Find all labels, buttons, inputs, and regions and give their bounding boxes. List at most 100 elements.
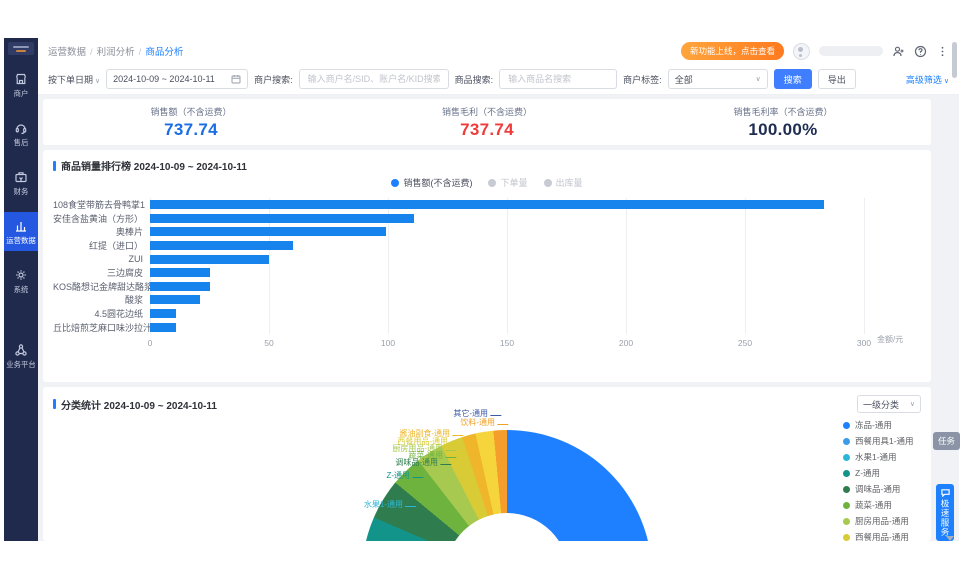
merchant-tag-label: 商户标签:	[623, 74, 662, 85]
merchant-tag-select[interactable]: 全部 ∨	[667, 69, 768, 89]
pie-legend-item[interactable]: 冻品-通用	[843, 419, 914, 431]
pie-legend-item[interactable]: 蔬菜-通用	[843, 499, 914, 511]
legend-dot-icon	[843, 421, 850, 429]
breadcrumb-item[interactable]: 运营数据	[48, 47, 87, 58]
pie-callout-label: 厨房用品-通用	[392, 443, 456, 454]
legend-item[interactable]: 出库量	[543, 176, 583, 189]
pie-callout-label: 调味品-通用	[395, 457, 451, 468]
legend-label: 出库量	[555, 178, 583, 188]
gridline	[864, 198, 865, 334]
bar	[150, 268, 210, 278]
advanced-filter-link[interactable]: 高级筛选 ∨	[905, 74, 949, 85]
headset-icon	[15, 124, 27, 135]
bar	[150, 295, 200, 305]
export-button[interactable]: 导出	[817, 69, 856, 89]
axis-unit-label: 金额/元	[877, 335, 904, 344]
search-button[interactable]: 搜索	[773, 69, 812, 89]
section-title-category: 分类统计 2024-10-09 ~ 2024-10-11	[53, 397, 217, 412]
pie-legend-label: 厨房用品-通用	[855, 516, 909, 526]
pie-legend-item[interactable]: 调味品-通用	[843, 483, 914, 495]
sidebar-item-label: 业务平台	[6, 360, 36, 369]
pie-callout-label: Z-通用	[386, 470, 423, 481]
gridline	[269, 198, 270, 334]
gridline	[507, 198, 508, 334]
stat-label: 销售毛利率（不含运费）	[733, 106, 833, 117]
main-area: 运营数据 / 利润分析 / 商品分析 新功能上线，点击查看 按下单日期 ∨ 2024-10…	[38, 38, 959, 541]
gridline	[150, 198, 151, 334]
legend-dot-icon	[391, 178, 400, 187]
sidebar-item-aftersale[interactable]: 售后	[4, 114, 38, 153]
bar-track	[150, 241, 921, 251]
pie-callout-label: 蔬菜-通用	[408, 450, 456, 461]
bar-row: ZUI	[53, 252, 921, 266]
more-icon[interactable]	[936, 45, 949, 58]
help-icon[interactable]	[914, 45, 927, 58]
service-floating-button[interactable]: 极速服务	[936, 484, 954, 541]
calendar-icon	[231, 75, 241, 84]
gridline	[388, 198, 389, 334]
date-range-picker[interactable]: 2024-10-09 ~ 2024-10-11	[106, 69, 249, 89]
product-search-input[interactable]	[506, 73, 611, 85]
category-card-header: 分类统计 2024-10-09 ~ 2024-10-11 一级分类 ∨	[53, 395, 921, 413]
merchant-search-field	[298, 69, 449, 89]
pie-legend-item[interactable]: Z-通用	[843, 467, 914, 479]
sidebar-item-system[interactable]: 系统	[4, 261, 38, 300]
bar-category-label: KOS酪想记金牌甜达酪浆	[53, 281, 154, 292]
content-area: 销售额（不含运费） 737.74 销售毛利（不含运费） 737.74 销售毛利率…	[38, 95, 959, 541]
legend-dot-icon	[843, 501, 850, 509]
pie-legend: 冻品-通用西餐用具1-通用 水果1-通用 Z-通用调味品-通用 蔬菜-通用厨房用品-通…	[843, 419, 914, 541]
sidebar-item-merchant[interactable]: 商户	[4, 65, 38, 104]
sidebar-item-finance[interactable]: 财务	[4, 163, 38, 202]
finance-icon	[15, 172, 27, 183]
stat-sales-amount: 销售额（不含运费） 737.74	[43, 105, 339, 140]
bar-track	[150, 254, 921, 264]
legend-dot-icon	[843, 453, 850, 461]
gear-icon	[16, 270, 26, 280]
pie-legend-item[interactable]: 西餐用具1-通用	[843, 435, 914, 447]
axis-tick-label: 300	[856, 338, 872, 348]
pie-legend-item[interactable]: 厨房用品-通用	[843, 515, 914, 527]
pie-legend-item[interactable]: 水果1-通用	[843, 451, 914, 463]
pie-legend-label: 冻品-通用	[855, 420, 892, 430]
sidebar-item-operation-data[interactable]: 运营数据	[4, 212, 38, 251]
scroll-more-arrow[interactable]	[946, 536, 954, 541]
page-scrollbar[interactable]	[952, 42, 957, 78]
sidebar-item-label: 商户	[13, 89, 29, 98]
bar-category-label: 丘比焙煎芝麻口味沙拉汁	[53, 322, 153, 333]
axis-tick-label: 0	[147, 338, 153, 348]
bar-row: 安佳含盐黄油（方形）	[53, 212, 921, 226]
pie-legend-label: 水果1-通用	[855, 452, 897, 462]
x-axis: 0 50 100 150 200 250 300	[147, 338, 921, 350]
pie-legend-item[interactable]: 西餐用品-通用	[843, 531, 914, 541]
bar-category-label: 红提（进口）	[88, 241, 143, 252]
bar	[150, 213, 415, 223]
breadcrumb-item[interactable]: 利润分析	[96, 47, 135, 58]
stats-card: 销售额（不含运费） 737.74 销售毛利（不含运费） 737.74 销售毛利率…	[43, 99, 931, 145]
bar	[150, 227, 386, 237]
pie-callout-label: 西餐用品-通用	[397, 436, 461, 447]
product-search-label: 商品搜索:	[454, 74, 494, 85]
bar-track	[150, 295, 921, 305]
merchant-search-input[interactable]	[305, 73, 442, 85]
category-stats-card: 分类统计 2024-10-09 ~ 2024-10-11 一级分类 ∨ 其它-通…	[43, 387, 931, 541]
pie-callout-label: 饮料-通用	[460, 417, 508, 428]
bar	[150, 254, 269, 264]
stat-value: 100.00%	[748, 119, 818, 139]
category-level-select[interactable]: 一级分类 ∨	[857, 395, 921, 413]
new-feature-badge[interactable]: 新功能上线，点击查看	[680, 42, 784, 60]
legend-item[interactable]: 销售额(不含运费)	[391, 176, 472, 189]
bar	[150, 322, 177, 332]
bar-row: 108食堂带筋去骨鸭掌1	[53, 198, 921, 212]
date-type-select[interactable]: 按下单日期 ∨	[48, 74, 101, 85]
contact-icon[interactable]	[892, 45, 905, 58]
task-floating-button[interactable]: 任务	[933, 432, 961, 450]
breadcrumb-current: 商品分析	[145, 47, 184, 58]
bar-track	[150, 322, 921, 332]
bar-category-label: 4.5圆花边纸	[94, 309, 143, 320]
bar	[150, 309, 177, 319]
avatar[interactable]	[793, 42, 810, 60]
sidebar-item-business-platform[interactable]: 业务平台	[4, 336, 38, 375]
legend-item[interactable]: 下单量	[488, 176, 528, 189]
bar-rows: 108食堂带筋去骨鸭掌1 安佳含盐黄油（方形） 奥棒片 红提（进口） ZUI 三边腐皮 KO…	[53, 198, 921, 334]
